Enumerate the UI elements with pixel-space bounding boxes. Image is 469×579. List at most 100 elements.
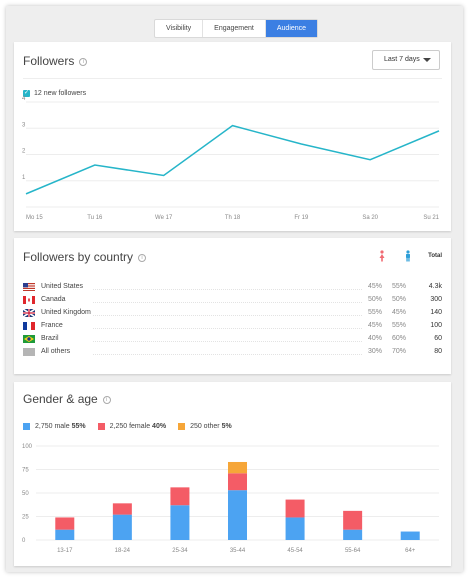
tab-audience[interactable]: Audience bbox=[265, 20, 318, 37]
bar-male bbox=[170, 505, 190, 540]
bar-male bbox=[112, 514, 132, 540]
country-total: 80 bbox=[434, 348, 442, 355]
male-pct: 55% bbox=[391, 283, 406, 290]
legend-female-pct: 40% bbox=[152, 423, 167, 430]
legend-male-text: 2,750 male bbox=[35, 423, 70, 430]
bar-female bbox=[170, 487, 190, 506]
info-icon[interactable]: i bbox=[102, 396, 111, 404]
followers-legend-label: 12 new followers bbox=[34, 90, 87, 97]
bar-male bbox=[285, 517, 305, 540]
country-name: United Kingdom bbox=[41, 309, 91, 316]
x-tick-label: Th 18 bbox=[225, 215, 241, 221]
male-icon bbox=[406, 250, 411, 262]
country-name: United States bbox=[41, 283, 84, 290]
row-leader bbox=[93, 341, 362, 342]
bar-female bbox=[112, 503, 132, 515]
other-swatch bbox=[178, 423, 186, 430]
uk-flag-icon bbox=[23, 308, 35, 317]
tab-bar: Visibility Engagement Audience bbox=[154, 19, 319, 38]
row-leader bbox=[93, 302, 362, 303]
followers-card: Followers i Last 7 days ✓ 12 new follower… bbox=[14, 42, 451, 231]
female-pct: 50% bbox=[367, 296, 382, 303]
legend-item-other[interactable]: 250 other 5% bbox=[178, 423, 232, 430]
ca-flag-icon bbox=[23, 295, 35, 304]
country-row: Brazil 40% 60% 60 bbox=[23, 332, 442, 345]
series-checkbox[interactable]: ✓ bbox=[23, 90, 30, 97]
x-tick-label: 55-64 bbox=[345, 548, 361, 554]
country-card: Followers by country i Total United State… bbox=[14, 238, 451, 374]
country-row: Canada 50% 50% 300 bbox=[23, 293, 442, 306]
legend-item-male[interactable]: 2,750 male 55% bbox=[23, 423, 86, 430]
info-icon[interactable]: i bbox=[79, 58, 88, 66]
y-tick-label: 50 bbox=[22, 491, 29, 497]
followers-title: Followers bbox=[23, 54, 75, 68]
bar-other bbox=[228, 461, 247, 474]
followers-line-chart: 1 2 3 4 Mo 15 Tu 16 We 17 Th 18 Fr 19 Sa 20 Su 21 bbox=[22, 96, 440, 221]
male-swatch bbox=[23, 423, 30, 430]
bar-male bbox=[343, 529, 363, 540]
x-tick-label: Sa 20 bbox=[362, 215, 378, 221]
x-tick-label: Su 21 bbox=[423, 215, 439, 221]
legend-male-pct: 55% bbox=[71, 423, 86, 430]
caret-down-icon bbox=[423, 58, 431, 62]
x-tick-label: 45-54 bbox=[287, 548, 303, 554]
total-column-header: Total bbox=[428, 253, 442, 259]
bar-male bbox=[55, 529, 75, 540]
female-swatch bbox=[97, 423, 105, 430]
fr-flag-icon bbox=[23, 321, 35, 330]
x-tick-label: Fr 19 bbox=[294, 215, 309, 221]
legend-other-pct: 5% bbox=[221, 423, 232, 430]
country-total: 4.3k bbox=[428, 283, 442, 290]
gender-title: Gender & age bbox=[23, 392, 98, 406]
gender-age-bar-chart: 0 25 50 75 100 13-17 18-24 25-34 35-44 45-54 55-64… bbox=[22, 444, 439, 554]
tab-visibility[interactable]: Visibility bbox=[155, 20, 204, 37]
country-name: France bbox=[41, 322, 63, 329]
bar-female bbox=[285, 499, 305, 518]
bar-female bbox=[55, 517, 75, 530]
x-tick-label: Mo 15 bbox=[26, 215, 43, 221]
male-pct: 55% bbox=[391, 322, 406, 329]
x-tick-label: 13-17 bbox=[57, 548, 73, 554]
country-total: 100 bbox=[430, 322, 442, 329]
y-tick-label: 100 bbox=[22, 444, 33, 450]
x-tick-label: 64+ bbox=[405, 548, 416, 554]
row-leader bbox=[93, 328, 362, 329]
followers-series-line bbox=[25, 124, 440, 195]
legend-item-female[interactable]: 2,250 female 40% bbox=[97, 423, 167, 430]
country-row: France 45% 55% 100 bbox=[23, 319, 442, 332]
country-total: 140 bbox=[430, 309, 442, 316]
country-column-headers: Total bbox=[378, 250, 442, 262]
gender-legend: 2,750 male 55% 2,250 female 40% 250 othe… bbox=[23, 423, 244, 430]
x-tick-label: 25-34 bbox=[172, 548, 188, 554]
date-range-label: Last 7 days bbox=[384, 56, 420, 63]
bar-female bbox=[343, 510, 363, 530]
country-title: Followers by country bbox=[23, 250, 134, 264]
legend-female-text: 2,250 female bbox=[109, 423, 151, 430]
gender-title-wrap: Gender & age i bbox=[23, 392, 111, 406]
x-tick-label: 35-44 bbox=[230, 548, 246, 554]
country-name: Brazil bbox=[41, 335, 59, 342]
y-tick-label: 4 bbox=[22, 96, 26, 102]
country-total: 300 bbox=[430, 296, 442, 303]
y-tick-label: 2 bbox=[22, 149, 26, 155]
divider bbox=[23, 78, 442, 79]
country-row: United States 45% 55% 4.3k bbox=[23, 280, 442, 293]
y-tick-label: 25 bbox=[22, 515, 29, 521]
y-tick-label: 1 bbox=[22, 175, 26, 181]
followers-title-wrap: Followers i bbox=[23, 54, 88, 68]
info-icon[interactable]: i bbox=[138, 254, 147, 262]
female-pct: 40% bbox=[367, 335, 382, 342]
female-pct: 30% bbox=[367, 348, 382, 355]
male-pct: 45% bbox=[391, 309, 406, 316]
x-tick-label: We 17 bbox=[155, 215, 173, 221]
br-flag-icon bbox=[23, 334, 35, 343]
tab-engagement[interactable]: Engagement bbox=[203, 20, 266, 37]
country-row: All others 30% 70% 80 bbox=[23, 345, 442, 358]
country-row: United Kingdom 55% 45% 140 bbox=[23, 306, 442, 319]
row-leader bbox=[93, 315, 362, 316]
female-pct: 55% bbox=[367, 309, 382, 316]
y-tick-label: 3 bbox=[22, 122, 26, 128]
date-range-dropdown[interactable]: Last 7 days bbox=[372, 50, 440, 70]
female-pct: 45% bbox=[367, 322, 382, 329]
female-icon bbox=[379, 250, 385, 262]
